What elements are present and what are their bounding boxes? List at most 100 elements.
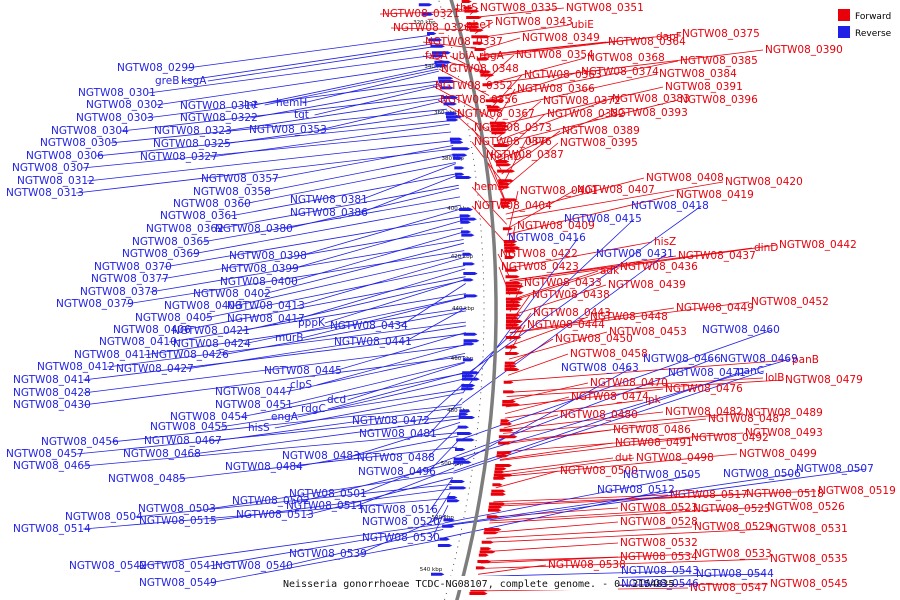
forward-gene-label[interactable]: lolB bbox=[765, 372, 784, 384]
forward-gene-label[interactable]: NGTW08_0448 bbox=[590, 311, 668, 323]
reverse-gene-label[interactable]: NGTW08_0541 bbox=[139, 560, 217, 572]
forward-gene-label[interactable]: NGTW08_0352 bbox=[435, 80, 513, 92]
reverse-gene-label[interactable]: NGTW08_0445 bbox=[264, 365, 342, 377]
forward-gene-label[interactable]: NGTW08_0351 bbox=[566, 2, 644, 14]
forward-gene-label[interactable]: NGTW08_0545 bbox=[770, 578, 848, 590]
reverse-gene-label[interactable]: NGTW08_0312 bbox=[17, 175, 95, 187]
reverse-gene-label[interactable]: NGTW08_0466 bbox=[643, 353, 721, 365]
forward-gene-label[interactable]: thrS bbox=[456, 2, 478, 14]
reverse-gene-label[interactable]: NGTW08_0506 bbox=[723, 468, 801, 480]
reverse-gene-label[interactable]: NGTW08_0414 bbox=[13, 374, 91, 386]
reverse-gene-label[interactable]: NGTW08_0362 bbox=[146, 223, 224, 235]
forward-gene-label[interactable]: NGTW08_0491 bbox=[615, 437, 693, 449]
reverse-gene-label[interactable]: rdgC bbox=[301, 403, 326, 415]
forward-gene-label[interactable]: dinD bbox=[754, 242, 778, 254]
reverse-gene-label[interactable]: NGTW08_0380 bbox=[215, 223, 293, 235]
reverse-gene-label[interactable]: NGTW08_0426 bbox=[151, 349, 229, 361]
reverse-gene-label[interactable]: NGTW08_0307 bbox=[12, 162, 90, 174]
reverse-gene-label[interactable]: lnt bbox=[244, 99, 258, 111]
forward-gene-label[interactable]: NGTW08_0385 bbox=[680, 55, 758, 67]
forward-gene-label[interactable]: NGTW08_0489 bbox=[745, 407, 823, 419]
forward-gene-label[interactable]: NGTW08_0373 bbox=[474, 122, 552, 134]
reverse-gene-label[interactable]: NGTW08_0539 bbox=[289, 548, 367, 560]
reverse-gene-label[interactable]: NGTW08_0317 bbox=[180, 100, 258, 112]
forward-gene-label[interactable]: NGTW08_0458 bbox=[570, 348, 648, 360]
reverse-gene-label[interactable]: NGTW08_0488 bbox=[357, 452, 435, 464]
forward-gene-label[interactable]: NGTW08_0335 bbox=[480, 2, 558, 14]
reverse-gene-label[interactable]: NGTW08_0417 bbox=[227, 313, 305, 325]
forward-gene-label[interactable]: NGTW08_0387 bbox=[486, 149, 564, 161]
reverse-gene-label[interactable]: NGTW08_0365 bbox=[132, 236, 210, 248]
forward-gene-label[interactable]: NGTW08_0538 bbox=[548, 559, 626, 571]
forward-gene-label[interactable]: NGTW08_0391 bbox=[665, 81, 743, 93]
reverse-gene-label[interactable]: NGTW08_0322 bbox=[180, 112, 258, 124]
reverse-gene-label[interactable]: NGTW08_0369 bbox=[122, 248, 200, 260]
reverse-gene-label[interactable]: panC bbox=[737, 365, 764, 377]
forward-gene-label[interactable]: NGTW08_0433 bbox=[524, 277, 602, 289]
forward-gene-label[interactable]: NGTW08_0409 bbox=[517, 220, 595, 232]
forward-gene-label[interactable]: NGTW08_0519 bbox=[818, 485, 896, 497]
reverse-gene-label[interactable]: NGTW08_0549 bbox=[139, 577, 217, 589]
forward-gene-label[interactable]: NGTW08_0384 bbox=[659, 68, 737, 80]
forward-gene-label[interactable]: NGTW08_0450 bbox=[555, 333, 633, 345]
forward-gene-label[interactable]: NGTW08_0396 bbox=[680, 94, 758, 106]
reverse-gene-label[interactable]: NGTW08_0455 bbox=[150, 421, 228, 433]
forward-gene-label[interactable]: NGTW08_0438 bbox=[532, 289, 610, 301]
reverse-gene-label[interactable]: NGTW08_0483 bbox=[282, 450, 360, 462]
reverse-gene-label[interactable]: NGTW08_0520 bbox=[362, 516, 440, 528]
reverse-gene-label[interactable]: NGTW08_0360 bbox=[173, 198, 251, 210]
forward-gene-label[interactable]: NGTW08_0349 bbox=[522, 32, 600, 44]
forward-gene-label[interactable]: NGTW08_0533 bbox=[694, 548, 772, 560]
forward-gene-label[interactable]: NGTW08_0529 bbox=[694, 521, 772, 533]
reverse-gene-label[interactable]: pppK bbox=[298, 317, 326, 329]
forward-gene-label[interactable]: NGTW08_0401 bbox=[520, 185, 598, 197]
forward-gene-label[interactable]: NGTW08_0368 bbox=[587, 52, 665, 64]
reverse-gene-label[interactable]: NGTW08_0481 bbox=[359, 428, 437, 440]
forward-gene-label[interactable]: NGTW08_0439 bbox=[608, 279, 686, 291]
forward-gene-label[interactable]: NGTW08_0366 bbox=[517, 83, 595, 95]
forward-gene-label[interactable]: NGTW08_0337 bbox=[425, 36, 503, 48]
forward-gene-label[interactable]: NGTW08_0407 bbox=[577, 184, 655, 196]
forward-gene-label[interactable]: NGTW08_0321 bbox=[382, 8, 460, 20]
reverse-gene-label[interactable]: tgt bbox=[294, 109, 309, 121]
forward-gene-label[interactable]: hisZ bbox=[654, 236, 676, 248]
forward-gene-label[interactable]: NGTW08_0343 bbox=[495, 16, 573, 28]
reverse-gene-label[interactable]: clpS bbox=[290, 379, 312, 391]
forward-gene-label[interactable]: adk bbox=[600, 265, 620, 277]
reverse-gene-label[interactable]: NGTW08_0514 bbox=[13, 523, 91, 535]
forward-gene-label[interactable]: NGTW08_0348 bbox=[441, 63, 519, 75]
reverse-gene-label[interactable]: NGTW08_0431 bbox=[596, 248, 674, 260]
reverse-gene-label[interactable]: NGTW08_0416 bbox=[508, 232, 586, 244]
reverse-gene-label[interactable]: NGTW08_0378 bbox=[80, 286, 158, 298]
reverse-gene-label[interactable]: NGTW08_0398 bbox=[229, 250, 307, 262]
reverse-gene-label[interactable]: ksgA bbox=[181, 75, 207, 87]
forward-gene-label[interactable]: NGTW08_0528 bbox=[620, 516, 698, 528]
forward-gene-label[interactable]: ubiE bbox=[571, 19, 594, 31]
forward-gene-label[interactable]: NGTW08_0443 bbox=[533, 307, 611, 319]
forward-gene-label[interactable]: NGTW08_0499 bbox=[739, 448, 817, 460]
reverse-gene-label[interactable]: hisS bbox=[248, 422, 270, 434]
forward-gene-label[interactable]: NGTW08_0326 bbox=[393, 22, 471, 34]
reverse-gene-label[interactable]: NGTW08_0496 bbox=[358, 466, 436, 478]
reverse-gene-label[interactable]: NGTW08_0302 bbox=[86, 99, 164, 111]
forward-gene-label[interactable]: ipk bbox=[645, 394, 662, 406]
reverse-gene-label[interactable]: NGTW08_0471 bbox=[668, 367, 746, 379]
forward-gene-label[interactable]: rbgA bbox=[479, 50, 505, 62]
forward-gene-label[interactable]: hemD bbox=[490, 151, 521, 163]
reverse-gene-label[interactable]: NGTW08_0472 bbox=[352, 415, 430, 427]
reverse-gene-label[interactable]: NGTW08_0379 bbox=[56, 298, 134, 310]
reverse-gene-label[interactable]: NGTW08_0400 bbox=[220, 276, 298, 288]
reverse-gene-label[interactable]: NGTW08_0467 bbox=[144, 435, 222, 447]
forward-gene-label[interactable]: NGTW08_0498 bbox=[636, 452, 714, 464]
forward-gene-label[interactable]: NGTW08_0444 bbox=[527, 319, 605, 331]
reverse-gene-label[interactable]: NGTW08_0516 bbox=[360, 504, 438, 516]
reverse-gene-label[interactable]: NGTW08_0421 bbox=[172, 325, 250, 337]
reverse-gene-label[interactable]: NGTW08_0306 bbox=[26, 150, 104, 162]
reverse-gene-label[interactable]: NGTW08_0411 bbox=[74, 349, 152, 361]
reverse-gene-label[interactable]: NGTW08_0503 bbox=[138, 503, 216, 515]
forward-gene-label[interactable]: NGTW08_0453 bbox=[609, 326, 687, 338]
reverse-gene-label[interactable]: NGTW08_0463 bbox=[561, 362, 639, 374]
reverse-gene-label[interactable]: NGTW08_0313 bbox=[6, 187, 84, 199]
forward-gene-label[interactable]: NGTW08_0470 bbox=[590, 377, 668, 389]
reverse-gene-label[interactable]: NGTW08_0469 bbox=[720, 353, 798, 365]
